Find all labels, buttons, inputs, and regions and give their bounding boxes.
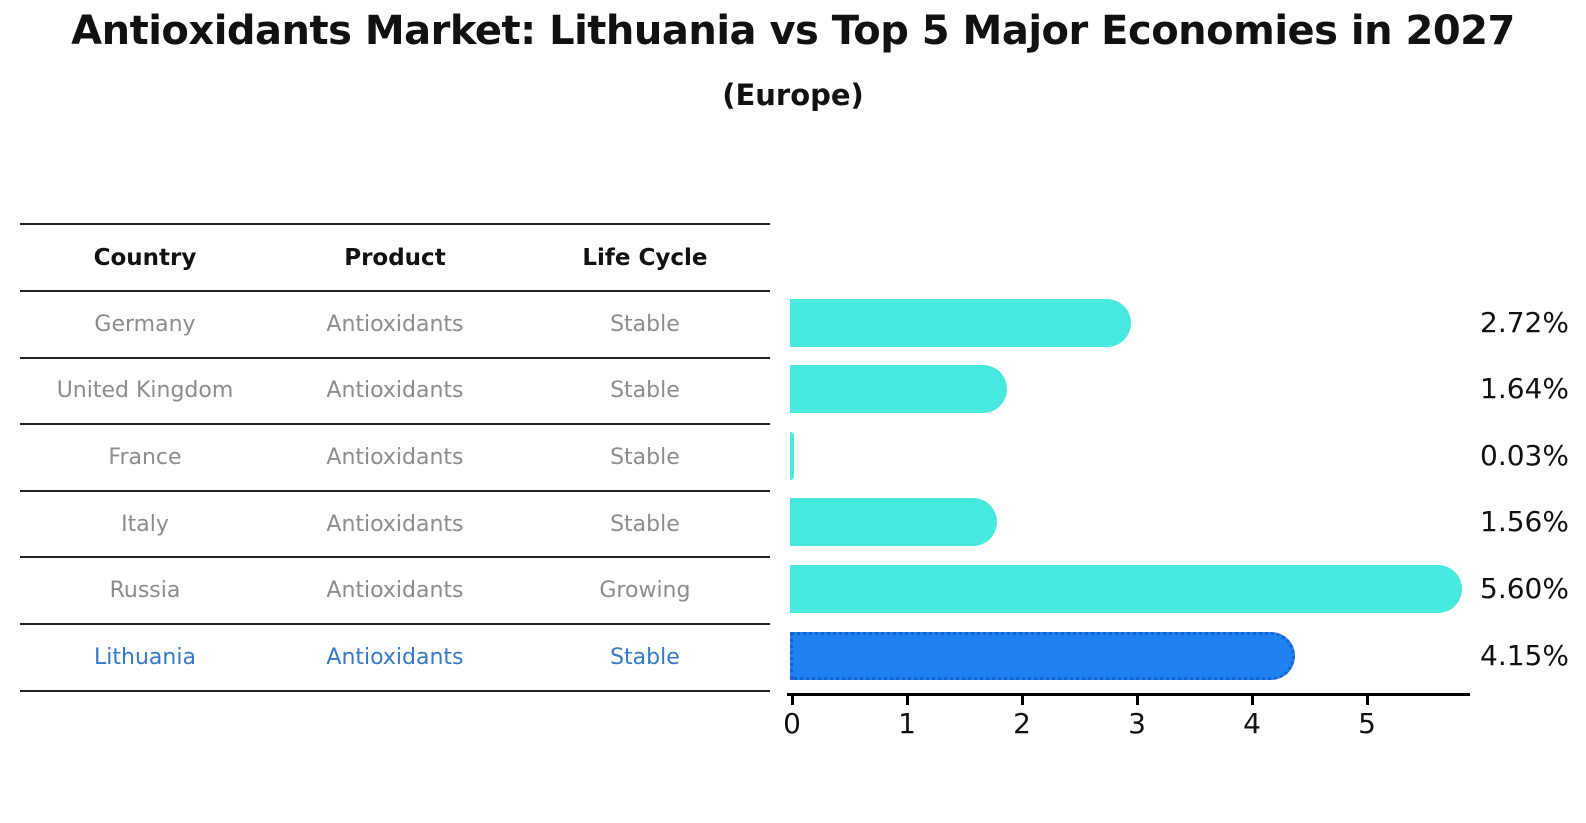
x-axis-tick-label: 4 [1243, 707, 1261, 740]
x-axis-line [787, 693, 1470, 696]
x-axis-tick [906, 696, 909, 705]
table-row: United Kingdom Antioxidants Stable [20, 359, 770, 426]
bar-germany [790, 298, 1131, 347]
cell-country: Lithuania [94, 644, 196, 670]
x-axis-tick-label: 0 [783, 707, 801, 740]
cell-country: Russia [109, 578, 181, 604]
cell-country: Italy [121, 511, 169, 537]
chart-subtitle: (Europe) [722, 78, 864, 112]
table-row-lithuania: Lithuania Antioxidants Stable [20, 625, 770, 692]
x-axis-tick-label: 5 [1358, 707, 1376, 740]
value-label: 2.72% [1480, 305, 1569, 339]
cell-product: Antioxidants [326, 511, 464, 537]
x-axis-tick [1021, 696, 1024, 705]
table-row: Russia Antioxidants Growing [20, 558, 770, 625]
x-axis-tick [791, 696, 794, 705]
x-axis-tick [1366, 696, 1369, 705]
cell-life-cycle: Growing [599, 578, 691, 604]
cell-life-cycle: Stable [610, 644, 680, 670]
table-row: France Antioxidants Stable [20, 425, 770, 492]
cell-country: Germany [94, 311, 196, 337]
x-axis-tick-label: 1 [898, 707, 916, 740]
value-label: 0.03% [1480, 438, 1569, 472]
cell-product: Antioxidants [326, 578, 464, 604]
cell-product: Antioxidants [326, 378, 464, 404]
x-axis-tick-label: 3 [1128, 707, 1146, 740]
cell-country: United Kingdom [56, 378, 234, 404]
table-header-row: Country Product Life Cycle [20, 225, 770, 292]
value-label: 1.64% [1480, 372, 1569, 406]
bar-france [790, 431, 794, 480]
column-header-product: Product [344, 244, 446, 271]
cell-life-cycle: Stable [610, 378, 680, 404]
column-header-life-cycle: Life Cycle [582, 244, 708, 271]
chart-title: Antioxidants Market: Lithuania vs Top 5 … [71, 8, 1515, 54]
x-axis-tick [1251, 696, 1254, 705]
x-axis-tick-label: 2 [1013, 707, 1031, 740]
value-label: 1.56% [1480, 505, 1569, 539]
cell-life-cycle: Stable [610, 311, 680, 337]
cell-product: Antioxidants [326, 644, 464, 670]
cell-product: Antioxidants [326, 311, 464, 337]
cell-life-cycle: Stable [610, 444, 680, 470]
cell-life-cycle: Stable [610, 511, 680, 537]
x-axis-tick [1136, 696, 1139, 705]
bar-lithuania [790, 631, 1296, 680]
table-row: Italy Antioxidants Stable [20, 492, 770, 559]
column-header-country: Country [93, 244, 197, 271]
value-label: 4.15% [1480, 638, 1569, 672]
cell-country: France [108, 444, 182, 470]
bar-italy [790, 498, 998, 547]
value-label: 5.60% [1480, 571, 1569, 605]
cell-product: Antioxidants [326, 444, 464, 470]
bar-united-kingdom [790, 365, 1007, 414]
country-table: Country Product Life Cycle Germany Antio… [20, 223, 770, 692]
table-row: Germany Antioxidants Stable [20, 292, 770, 359]
bar-russia [790, 564, 1462, 613]
